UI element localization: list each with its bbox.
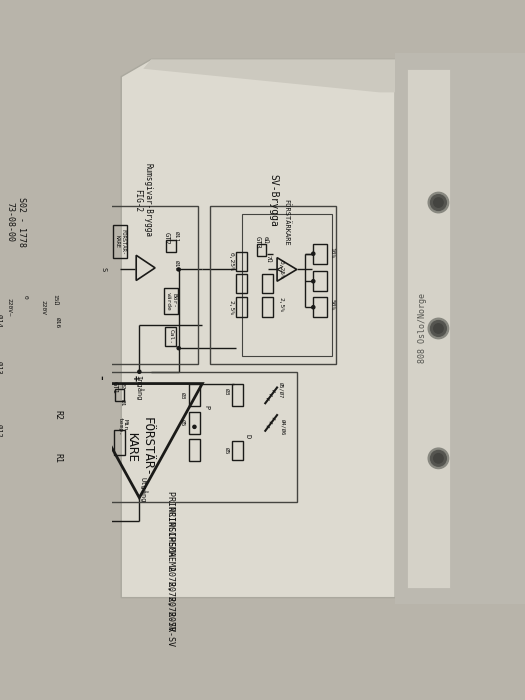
Text: Rumsgivar-Brygga
FIG-2: Rumsgivar-Brygga FIG-2	[133, 163, 153, 237]
Text: 7Ω: 7Ω	[265, 255, 270, 262]
Text: PRINCIPSCHEMA  207R, 207R-SV: PRINCIPSCHEMA 207R, 207R-SV	[166, 491, 175, 631]
Text: -: -	[95, 374, 105, 382]
Polygon shape	[22, 293, 61, 316]
Text: GT1: GT1	[112, 381, 118, 394]
Text: GT3: GT3	[255, 237, 260, 249]
Text: FÖRSTÄR-
KARE: FÖRSTÄR- KARE	[114, 229, 125, 255]
Circle shape	[434, 454, 443, 463]
Text: +: +	[130, 375, 140, 381]
Circle shape	[434, 198, 443, 207]
Text: FÖRSTÄR-
KARE: FÖRSTÄR- KARE	[125, 416, 153, 477]
Circle shape	[430, 195, 446, 211]
Text: 0,25%: 0,25%	[279, 260, 284, 279]
Text: Ø12: Ø12	[0, 424, 2, 438]
Circle shape	[177, 268, 180, 271]
Text: SV-Brygga: SV-Brygga	[268, 174, 278, 227]
Text: Ø13: Ø13	[0, 361, 2, 374]
Text: S: S	[101, 267, 107, 272]
Polygon shape	[143, 60, 395, 92]
Text: FÖRSTÄRKARE: FÖRSTÄRKARE	[283, 199, 290, 246]
Text: 0,25%: 0,25%	[228, 252, 233, 271]
Text: Ø5: Ø5	[224, 447, 229, 454]
Text: Ø2: Ø2	[120, 382, 125, 390]
Circle shape	[138, 370, 141, 373]
Text: 220V: 220V	[40, 300, 45, 315]
Text: 808 Oslo/Norge: 808 Oslo/Norge	[418, 293, 427, 363]
Text: Ø10: Ø10	[174, 260, 179, 271]
Text: Ø11: Ø11	[174, 231, 179, 242]
Text: Ø16: Ø16	[55, 317, 60, 328]
Text: 10%: 10%	[330, 246, 334, 258]
Text: 0: 0	[23, 295, 28, 299]
Polygon shape	[121, 60, 395, 598]
Circle shape	[193, 426, 196, 428]
Text: Ingång: Ingång	[135, 374, 143, 400]
Circle shape	[177, 346, 180, 350]
Text: Cal.: Cal.	[169, 329, 173, 344]
Polygon shape	[0, 293, 20, 316]
Text: Min.
temp.: Min. temp.	[118, 417, 128, 436]
Circle shape	[428, 193, 449, 213]
Text: Ø4/Ø6: Ø4/Ø6	[280, 419, 285, 435]
Text: Ø5/Ø7: Ø5/Ø7	[279, 382, 284, 398]
Text: Utgång: Utgång	[140, 477, 147, 503]
Circle shape	[428, 448, 449, 468]
Circle shape	[430, 451, 446, 466]
Circle shape	[430, 321, 446, 336]
Bar	[407, 69, 450, 588]
Text: R2: R2	[53, 410, 62, 420]
Text: Ø3: Ø3	[224, 388, 229, 395]
Text: 2,5%: 2,5%	[228, 300, 233, 315]
Text: 220V~: 220V~	[7, 298, 12, 316]
Text: 50%: 50%	[330, 299, 334, 311]
Circle shape	[428, 318, 449, 339]
Circle shape	[312, 252, 315, 256]
Text: 73-08-00: 73-08-00	[5, 202, 14, 242]
Text: PRINCIPSCHEMA  207R, 207R-SV: PRINCIPSCHEMA 207R, 207R-SV	[166, 506, 175, 646]
Text: 2,5%: 2,5%	[279, 298, 284, 312]
Text: Ø14: Ø14	[0, 314, 2, 327]
Bar	[395, 53, 525, 604]
Text: S02 - 1778: S02 - 1778	[17, 197, 26, 247]
Text: Ø5: Ø5	[180, 419, 185, 427]
Text: 6Ω: 6Ω	[263, 236, 268, 244]
Text: Ø3: Ø3	[180, 391, 185, 399]
Text: R1: R1	[53, 454, 62, 463]
Text: 15Ω: 15Ω	[52, 294, 58, 305]
Text: GT2: GT2	[164, 232, 170, 244]
Text: P: P	[203, 405, 209, 409]
Text: Ø1: Ø1	[120, 400, 125, 407]
Circle shape	[312, 280, 315, 283]
Circle shape	[434, 324, 443, 333]
Circle shape	[312, 306, 315, 309]
Text: D: D	[245, 434, 251, 438]
Text: Bör-
värde: Bör- värde	[165, 292, 176, 310]
